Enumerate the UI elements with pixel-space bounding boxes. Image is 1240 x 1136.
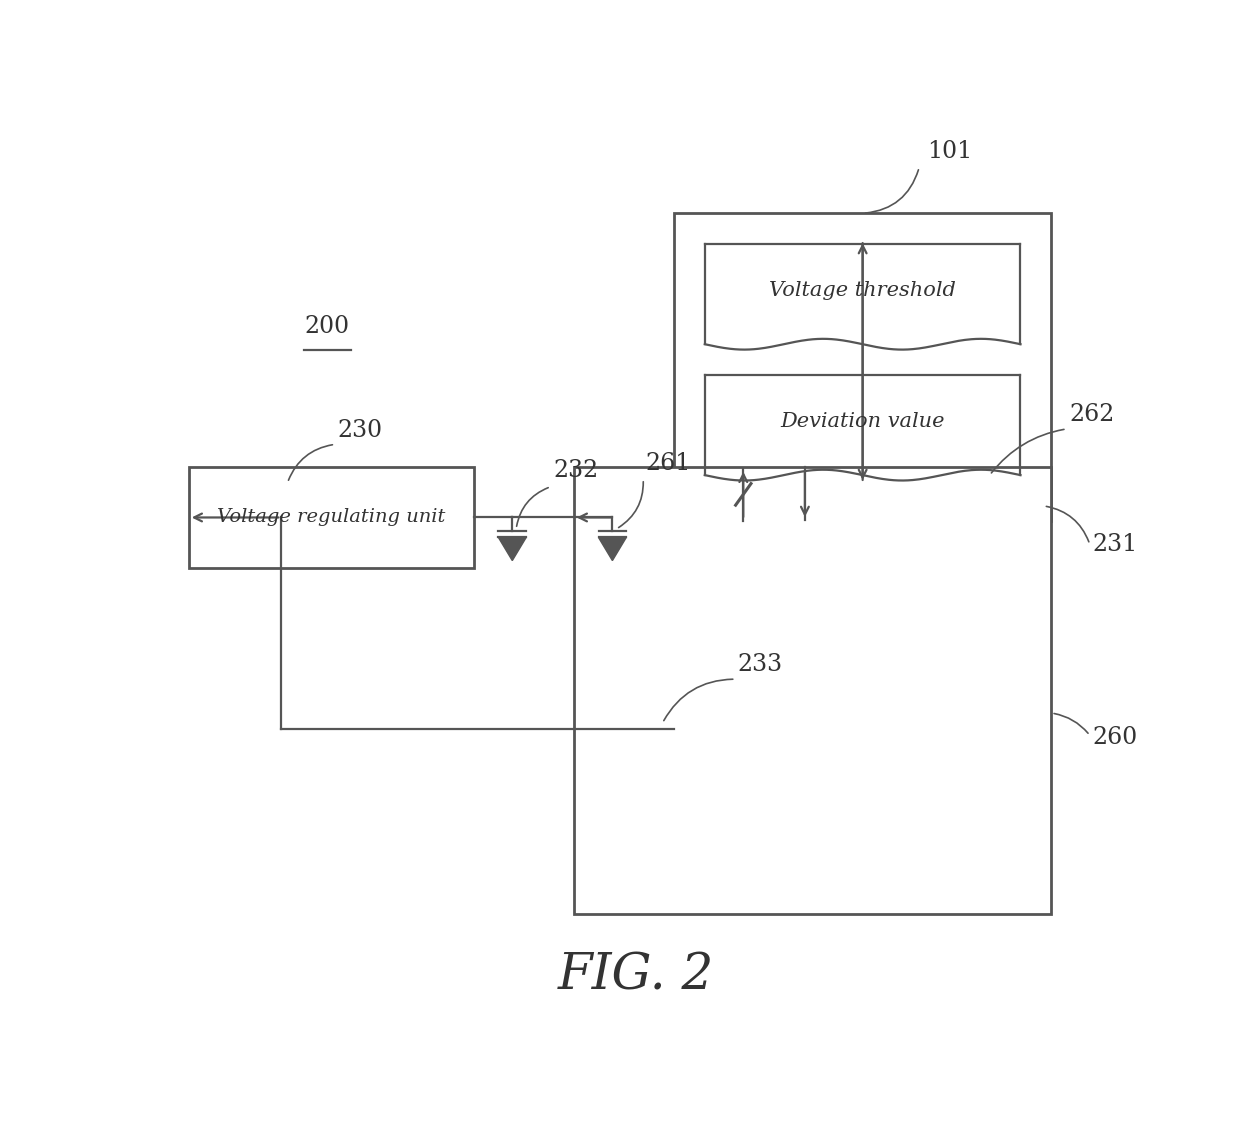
Text: 233: 233 bbox=[738, 653, 782, 676]
Text: Deviation value: Deviation value bbox=[780, 411, 945, 431]
Polygon shape bbox=[498, 537, 526, 560]
Polygon shape bbox=[599, 537, 626, 560]
Bar bbox=[675, 214, 1052, 521]
Text: 232: 232 bbox=[553, 459, 599, 483]
Text: FIG. 2: FIG. 2 bbox=[557, 951, 714, 1001]
Text: 101: 101 bbox=[926, 140, 972, 162]
Text: 260: 260 bbox=[1092, 726, 1137, 750]
Bar bbox=[188, 467, 474, 568]
Text: Voltage threshold: Voltage threshold bbox=[769, 281, 956, 300]
Text: 262: 262 bbox=[1069, 403, 1115, 426]
Text: Voltage regulating unit: Voltage regulating unit bbox=[217, 509, 445, 526]
Text: 231: 231 bbox=[1092, 533, 1137, 556]
Bar bbox=[574, 467, 1052, 914]
Text: 230: 230 bbox=[337, 419, 383, 442]
Text: 261: 261 bbox=[646, 452, 691, 475]
Text: 200: 200 bbox=[304, 315, 350, 337]
